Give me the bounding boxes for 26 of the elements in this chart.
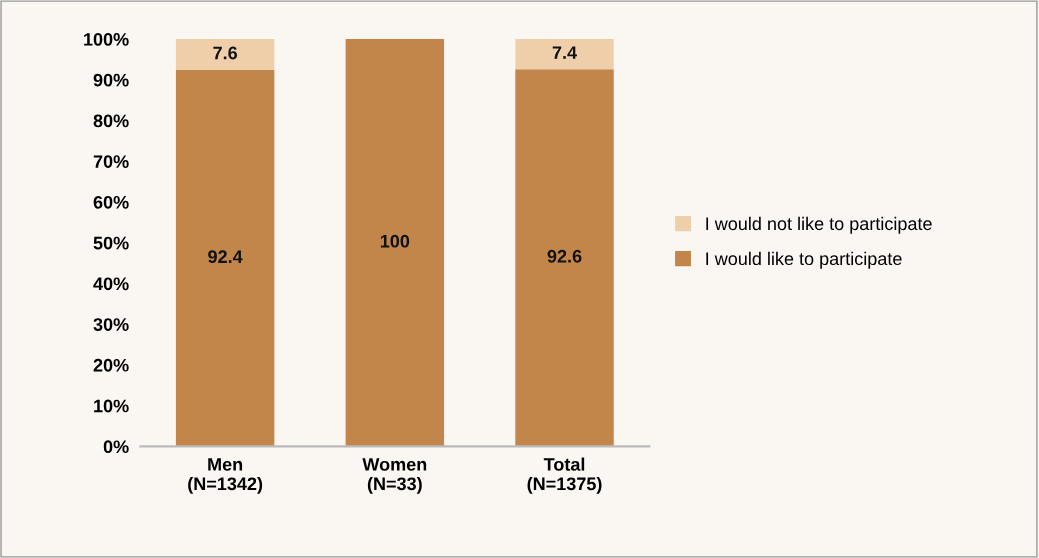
x-tick-label: Men (N=1342) <box>188 458 263 494</box>
x-tick-label: Women (N=33) <box>362 458 427 494</box>
y-tick-label: 40% <box>93 277 129 291</box>
y-tick-label: 60% <box>93 195 129 209</box>
y-tick-label: 80% <box>93 114 129 128</box>
x-tick-label: Total (N=1375) <box>527 457 602 494</box>
bar <box>515 69 614 447</box>
bar <box>515 39 614 70</box>
data-label: 92.6 <box>547 249 582 263</box>
y-tick-label: 0% <box>103 440 129 454</box>
data-label: 100 <box>380 234 410 248</box>
legend-label: I would not like to participate <box>706 216 932 234</box>
data-label: 7.6 <box>213 46 238 60</box>
bar <box>175 70 275 447</box>
y-tick-label: 10% <box>94 399 129 413</box>
y-tick-label: 20% <box>93 358 129 372</box>
bar <box>175 39 275 71</box>
y-tick-label: 30% <box>93 318 129 331</box>
data-label: 7.4 <box>552 46 577 59</box>
y-tick-label: 90% <box>93 73 129 87</box>
bar <box>345 39 445 447</box>
y-tick-label: 100% <box>84 32 129 46</box>
data-label: 92.4 <box>208 250 243 264</box>
legend-label: I would like to participate <box>706 251 902 269</box>
y-tick-label: 70% <box>93 155 129 168</box>
y-tick-label: 50% <box>93 236 129 250</box>
